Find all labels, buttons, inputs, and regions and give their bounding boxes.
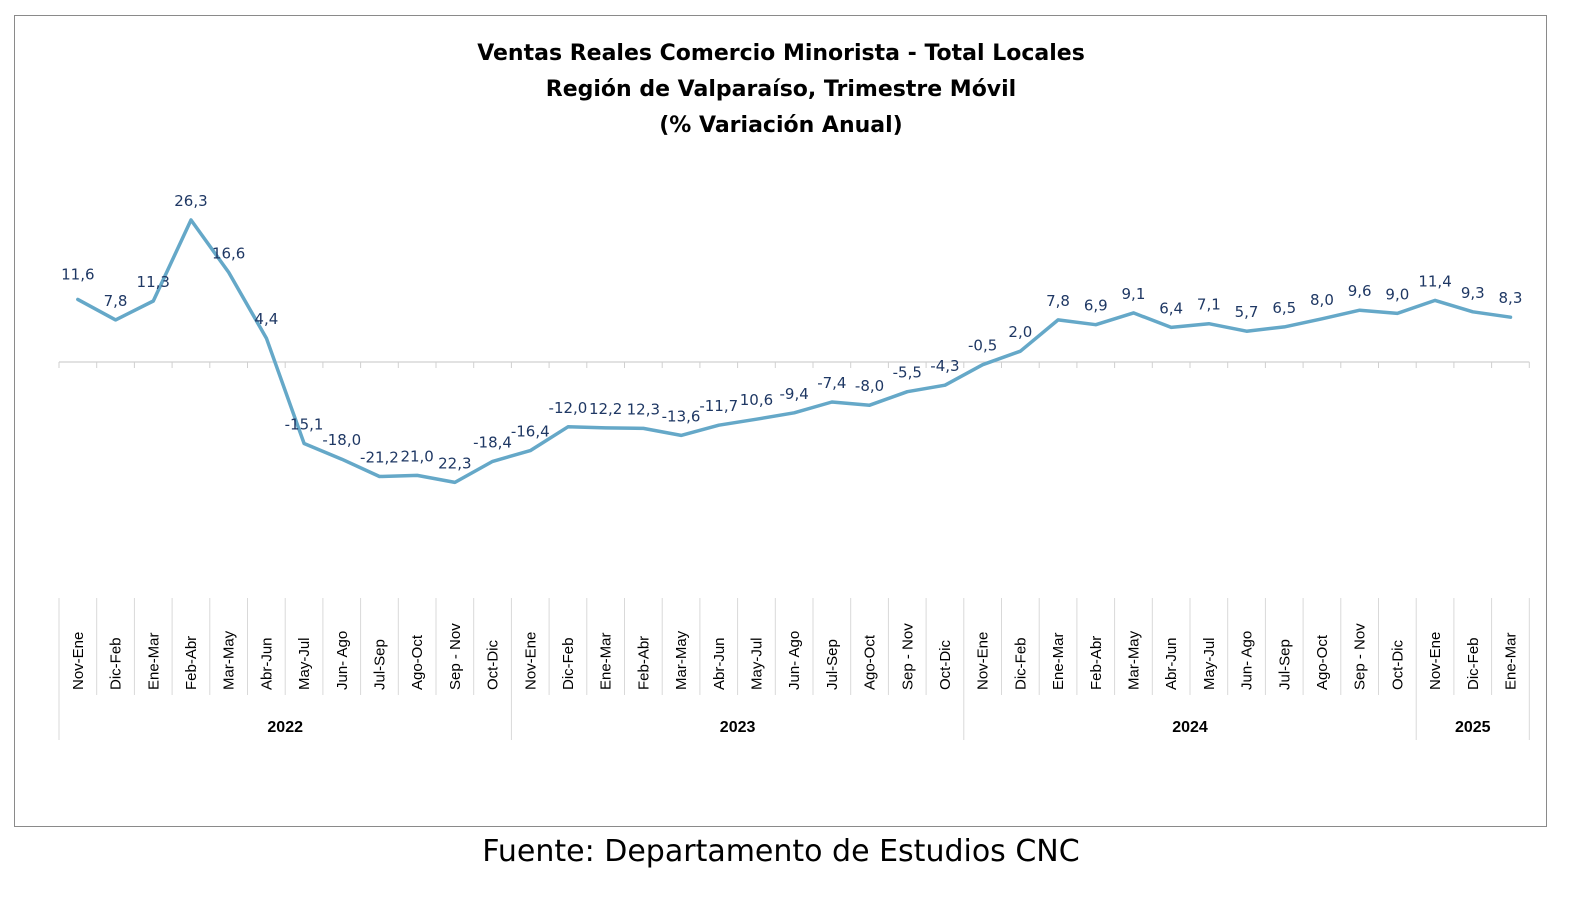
category-label: Mar-May <box>673 630 690 690</box>
data-label: -8,0 <box>855 377 884 395</box>
data-label: 4,4 <box>254 310 278 328</box>
chart-title-line-3: (% Variación Anual) <box>659 113 902 138</box>
category-label: Abr-Jun <box>711 637 728 690</box>
category-label: Feb-Abr <box>635 636 652 690</box>
data-label: 5,7 <box>1235 303 1259 321</box>
category-label: Dic-Feb <box>1465 637 1482 690</box>
data-label: 26,3 <box>174 192 207 210</box>
data-label: -12,0 <box>549 399 588 417</box>
category-label: Jul-Sep <box>824 639 841 690</box>
chart-title-line-2: Región de Valparaíso, Trimestre Móvil <box>546 77 1016 102</box>
data-label: 6,4 <box>1159 299 1183 317</box>
category-label: Nov-Ene <box>70 632 87 690</box>
category-label: Nov-Ene <box>522 632 539 690</box>
category-label: Ago-Oct <box>1314 634 1331 690</box>
data-label: 8,3 <box>1499 289 1523 307</box>
data-label: 6,9 <box>1084 297 1108 315</box>
category-label: Ene-Mar <box>1050 632 1067 690</box>
data-label: -5,5 <box>893 364 922 382</box>
category-label: Jun- Ago <box>334 631 351 690</box>
category-label: Ene-Mar <box>1502 632 1519 690</box>
data-labels: 11,6 7,8 11,3 26,3 16,6 4,4 -15,1-18,0-21,2 21,… <box>61 192 1522 472</box>
category-label: May-Jul <box>1201 637 1218 690</box>
data-label: -13,6 <box>662 407 701 425</box>
category-label: Oct-Dic <box>1389 640 1406 690</box>
chart-title: Ventas Reales Comercio Minorista - Total… <box>477 41 1085 138</box>
category-label: Dic-Feb <box>1012 637 1029 690</box>
category-label: Nov-Ene <box>1427 632 1444 690</box>
data-label: 7,8 <box>104 292 128 310</box>
category-label: Ago-Oct <box>409 634 426 690</box>
category-label: Ago-Oct <box>862 634 879 690</box>
data-label: -18,4 <box>473 433 512 451</box>
category-axis <box>58 361 1530 740</box>
category-label: Abr-Jun <box>1163 637 1180 690</box>
category-label: Jul-Sep <box>371 639 388 690</box>
category-label: Oct-Dic <box>485 640 502 690</box>
data-label: 11,4 <box>1418 272 1451 290</box>
data-label: 8,0 <box>1310 291 1334 309</box>
data-label: -0,5 <box>968 337 997 355</box>
series-line <box>76 218 1513 485</box>
category-label: Sep - Nov <box>1352 623 1369 690</box>
data-label: 16,6 <box>212 244 245 262</box>
category-label: Mar-May <box>221 630 238 690</box>
category-label: Mar-May <box>1125 630 1142 690</box>
category-label: May-Jul <box>748 637 765 690</box>
category-label: Jul-Sep <box>1276 639 1293 690</box>
category-label: Jun- Ago <box>1239 631 1256 690</box>
data-label: 6,5 <box>1272 299 1296 317</box>
data-label: -7,4 <box>817 374 846 392</box>
year-label: 2023 <box>720 719 756 736</box>
data-label: 9,6 <box>1348 282 1372 300</box>
data-label: -15,1 <box>285 416 324 434</box>
category-label: Jun- Ago <box>786 631 803 690</box>
category-label: Oct-Dic <box>937 640 954 690</box>
chart-title-line-1: Ventas Reales Comercio Minorista - Total… <box>477 41 1085 66</box>
year-label: 2025 <box>1455 719 1491 736</box>
category-label: Dic-Feb <box>108 637 125 690</box>
data-label: -18,0 <box>322 431 361 449</box>
data-label: 2,0 <box>1008 323 1032 341</box>
data-label: 9,3 <box>1461 284 1485 302</box>
data-label: 11,6 <box>61 265 94 283</box>
data-label: 7,8 <box>1046 292 1070 310</box>
data-label: 21,0 <box>400 447 433 465</box>
data-label: 11,3 <box>137 273 170 291</box>
category-label: Sep - Nov <box>447 623 464 690</box>
data-label: -16,4 <box>511 423 550 441</box>
category-label: Abr-Jun <box>258 637 275 690</box>
category-label: Sep - Nov <box>899 623 916 690</box>
data-label: -4,3 <box>930 357 959 375</box>
category-label: Ene-Mar <box>598 632 615 690</box>
chart-frame <box>14 15 1547 827</box>
category-label: May-Jul <box>296 637 313 690</box>
category-label: Nov-Ene <box>975 632 992 690</box>
data-label: 12,2 <box>589 400 622 418</box>
data-label: -11,7 <box>699 397 738 415</box>
year-labels: 2022 2023 2024 2025 <box>267 719 1490 736</box>
data-label: 7,1 <box>1197 296 1221 314</box>
data-label: 10,6 <box>740 391 773 409</box>
data-label: -9,4 <box>780 385 809 403</box>
category-label: Ene-Mar <box>145 632 162 690</box>
data-label: 9,1 <box>1122 285 1146 303</box>
category-label: Feb-Abr <box>1088 636 1105 690</box>
data-label: 9,0 <box>1385 285 1409 303</box>
year-label: 2022 <box>267 719 303 736</box>
series-line-group <box>76 218 1513 485</box>
source-note: Fuente: Departamento de Estudios CNC <box>482 834 1080 869</box>
category-label: Dic-Feb <box>560 637 577 690</box>
data-label: -21,2 <box>360 448 399 466</box>
data-label: 22,3 <box>438 454 471 472</box>
year-label: 2024 <box>1172 719 1208 736</box>
category-label: Feb-Abr <box>183 636 200 690</box>
category-labels: Nov-Ene Dic-Feb Ene-Mar Feb-Abr Mar-May Abr-J… <box>70 623 1520 690</box>
data-label: 12,3 <box>627 400 660 418</box>
